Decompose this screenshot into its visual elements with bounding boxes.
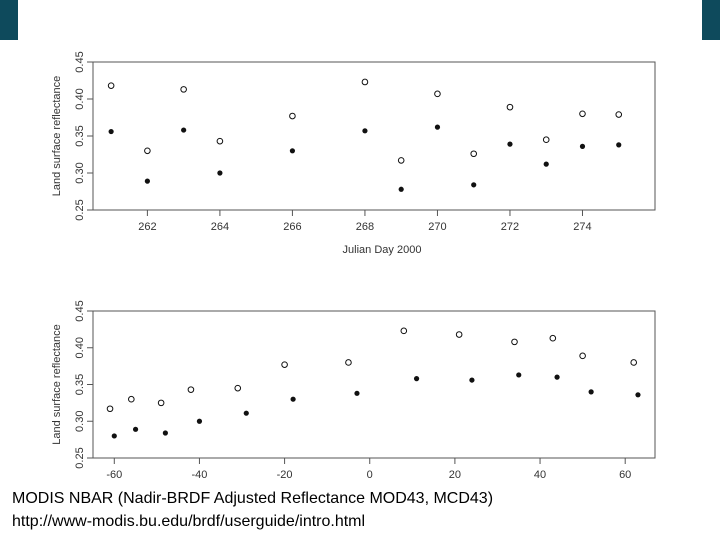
data-point-filled: [162, 430, 168, 436]
y-tick-label: 0.25: [74, 199, 86, 220]
data-point-filled: [362, 128, 368, 134]
data-point-filled: [469, 377, 475, 383]
data-point-filled: [516, 372, 522, 378]
x-tick-label: 272: [501, 221, 519, 233]
data-point-filled: [290, 396, 296, 402]
data-point-filled: [243, 410, 249, 416]
data-point-open: [397, 157, 405, 164]
data-point-filled: [111, 433, 117, 439]
x-axis-title: Julian Day 2000: [343, 244, 422, 256]
caption-title: MODIS NBAR (Nadir-BRDF Adjusted Reflecta…: [12, 490, 494, 507]
data-point-open: [549, 334, 557, 342]
data-point-open: [289, 112, 296, 120]
x-tick-label: 270: [428, 221, 446, 233]
scatter-chart-relative-day: -60 -40 -20 0 20 40 60 0.25 0.30 0.35 0.40 0.45 Land…: [51, 300, 656, 481]
data-point-filled: [354, 390, 360, 396]
data-point-open: [144, 147, 151, 155]
corner-accent-right: [702, 0, 720, 40]
x-tick-label: 40: [534, 469, 546, 481]
y-tick-label: 0.30: [74, 411, 86, 432]
data-point-filled: [144, 178, 150, 184]
caption-url[interactable]: http://www-modis.bu.edu/brdf/userguide/i…: [12, 513, 366, 530]
data-point-open: [107, 82, 115, 89]
y-tick-label: 0.45: [74, 300, 86, 321]
data-point-open: [434, 90, 441, 98]
data-point-open: [506, 103, 514, 111]
data-point-filled: [289, 148, 296, 154]
x-tick-label: 0: [367, 469, 373, 481]
data-point-filled: [471, 182, 477, 188]
data-point-filled: [507, 141, 513, 147]
data-point-open: [281, 361, 288, 368]
data-point-filled: [616, 142, 622, 148]
x-tick-label: 20: [449, 469, 461, 481]
data-point-open: [187, 386, 195, 393]
data-point-filled: [554, 374, 560, 380]
y-tick-label: 0.40: [74, 337, 86, 358]
data-point-filled: [434, 124, 441, 130]
data-point-filled: [635, 392, 641, 398]
y-tick-label: 0.40: [74, 88, 86, 109]
data-point-filled: [132, 426, 139, 432]
x-tick-label: -20: [277, 469, 293, 481]
data-point-open: [157, 399, 165, 407]
data-point-filled: [217, 170, 223, 176]
plot-frame: [92, 310, 656, 459]
data-point-open: [579, 110, 586, 118]
data-point-open: [361, 78, 369, 86]
data-point-filled: [588, 389, 594, 395]
data-point-filled: [413, 376, 420, 382]
data-point-filled: [543, 161, 549, 167]
y-tick-label: 0.30: [74, 162, 86, 183]
data-point-open: [511, 338, 518, 346]
data-point-open: [615, 111, 623, 118]
data-point-filled: [579, 143, 586, 149]
x-tick-label: 266: [283, 221, 301, 233]
x-tick-label: 268: [356, 221, 374, 233]
data-point-filled: [181, 127, 187, 133]
scatter-chart-julian-day: 262 264 266 268 270 272 274 0.25 0.30 0.35 0.40 0.4…: [51, 51, 656, 256]
x-tick-label: 60: [619, 469, 631, 481]
x-tick-label: 274: [573, 221, 591, 233]
y-tick-label: 0.35: [74, 125, 86, 146]
data-point-open: [542, 136, 550, 143]
data-point-open: [400, 327, 408, 335]
y-tick-label: 0.45: [74, 51, 86, 72]
data-point-open: [216, 137, 224, 145]
data-point-open: [455, 331, 463, 338]
x-tick-label: -40: [191, 469, 207, 481]
data-point-filled: [398, 186, 404, 192]
data-point-open: [630, 359, 638, 366]
data-point-open: [345, 359, 352, 366]
data-point-open: [579, 352, 586, 360]
data-point-open: [470, 150, 478, 158]
data-point-open: [180, 86, 187, 93]
y-axis-title: Land surface reflectance: [51, 76, 63, 196]
y-tick-label: 0.25: [74, 447, 86, 468]
y-axis-title: Land surface reflectance: [51, 324, 63, 444]
x-tick-label: 264: [211, 221, 229, 233]
data-point-filled: [196, 418, 203, 424]
corner-accent-left: [0, 0, 18, 40]
x-tick-label: 262: [138, 221, 156, 233]
data-point-open: [128, 395, 135, 403]
data-point-open: [106, 405, 114, 413]
x-tick-label: -60: [106, 469, 122, 481]
data-point-filled: [108, 128, 114, 135]
y-tick-label: 0.35: [74, 374, 86, 395]
data-point-open: [234, 384, 242, 392]
